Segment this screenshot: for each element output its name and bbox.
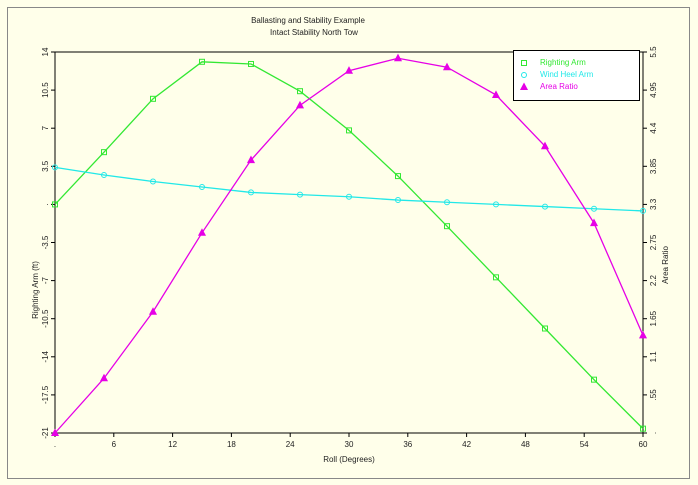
marker [346,127,352,134]
y-tick-label: . [41,203,50,205]
marker [393,53,403,62]
marker [199,183,205,190]
y2-tick-label: . [649,432,658,434]
y2-tick-label: 4.4 [649,122,658,134]
marker [148,307,158,315]
y2-tick-label: 4.95 [649,82,658,98]
marker [297,88,303,95]
legend-label: Wind Heel Arm [540,70,594,79]
marker [150,95,156,102]
x-tick-label: 30 [345,440,354,449]
y-tick-label: 14 [41,47,50,56]
marker [444,199,450,206]
series-line [54,166,644,212]
marker [248,60,254,67]
legend-marker [519,82,529,90]
series-line [54,61,644,430]
marker [52,164,58,171]
legend-marker [521,60,527,66]
y2-tick-label: 1.1 [649,351,658,363]
outer-frame [7,7,690,479]
chart-subtitle: Intact Stability North Tow [270,28,358,37]
marker [640,207,646,214]
marker [640,425,646,432]
y-tick-label: -17.5 [41,385,50,404]
x-axis-label: Roll (Degrees) [323,455,375,464]
marker [199,58,205,65]
y-tick-label: -14 [41,350,50,362]
y-tick-label: 7 [41,125,50,130]
y2-tick-label: 2.2 [649,274,658,286]
y-tick-label: -3.5 [41,235,50,249]
marker [491,90,501,98]
legend-box [513,50,640,101]
x-tick-label: 60 [639,440,648,449]
marker [591,205,597,212]
marker [246,155,256,164]
marker [52,201,58,208]
y2-tick-label: 1.65 [649,310,658,326]
marker [542,203,548,210]
y-tick-label: 3.5 [41,160,50,172]
y2-tick-label: .55 [649,389,658,401]
y2-tick-label: 3.85 [649,158,658,174]
x-tick-label: 36 [403,440,412,449]
y2-tick-label: 2.75 [649,234,658,250]
x-tick-label: 12 [168,440,177,449]
marker [344,66,354,74]
legend-label: Righting Arm [540,58,586,67]
marker [589,218,599,227]
marker [295,100,305,109]
marker [493,201,499,208]
marker [50,428,60,436]
marker [493,274,499,281]
x-tick-label: 42 [462,440,471,449]
marker [150,178,156,185]
x-tick-label: 54 [580,440,589,449]
y-tick-label: 10.5 [41,82,50,98]
marker [99,373,109,382]
y2-tick-label: 3.3 [649,198,658,210]
marker [197,228,207,236]
marker [297,191,303,198]
marker [395,197,401,204]
x-tick-label: 6 [112,440,117,449]
y-tick-label: -10.5 [41,309,50,328]
marker [248,189,254,196]
marker [346,193,352,200]
y-tick-label: -7 [41,276,50,284]
chart-title: Ballasting and Stability Example [251,16,365,25]
x-tick-label: 48 [521,440,530,449]
marker [442,62,452,71]
x-tick-label: 24 [286,440,295,449]
y2-tick-label: 5.5 [649,46,658,58]
marker [395,173,401,180]
legend-marker [521,72,527,78]
y-axis-label: Righting Arm (ft) [31,261,40,319]
marker [638,330,648,339]
y-tick-label: -21 [41,427,50,439]
marker [591,376,597,383]
x-tick-label: 18 [227,440,236,449]
legend-label: Area Ratio [540,82,578,91]
y2-axis-label: Area Ratio [661,246,670,284]
marker [444,223,450,230]
x-tick-label: . [54,440,56,449]
marker [101,172,107,179]
marker [101,149,107,156]
marker [542,325,548,332]
marker [540,141,550,150]
